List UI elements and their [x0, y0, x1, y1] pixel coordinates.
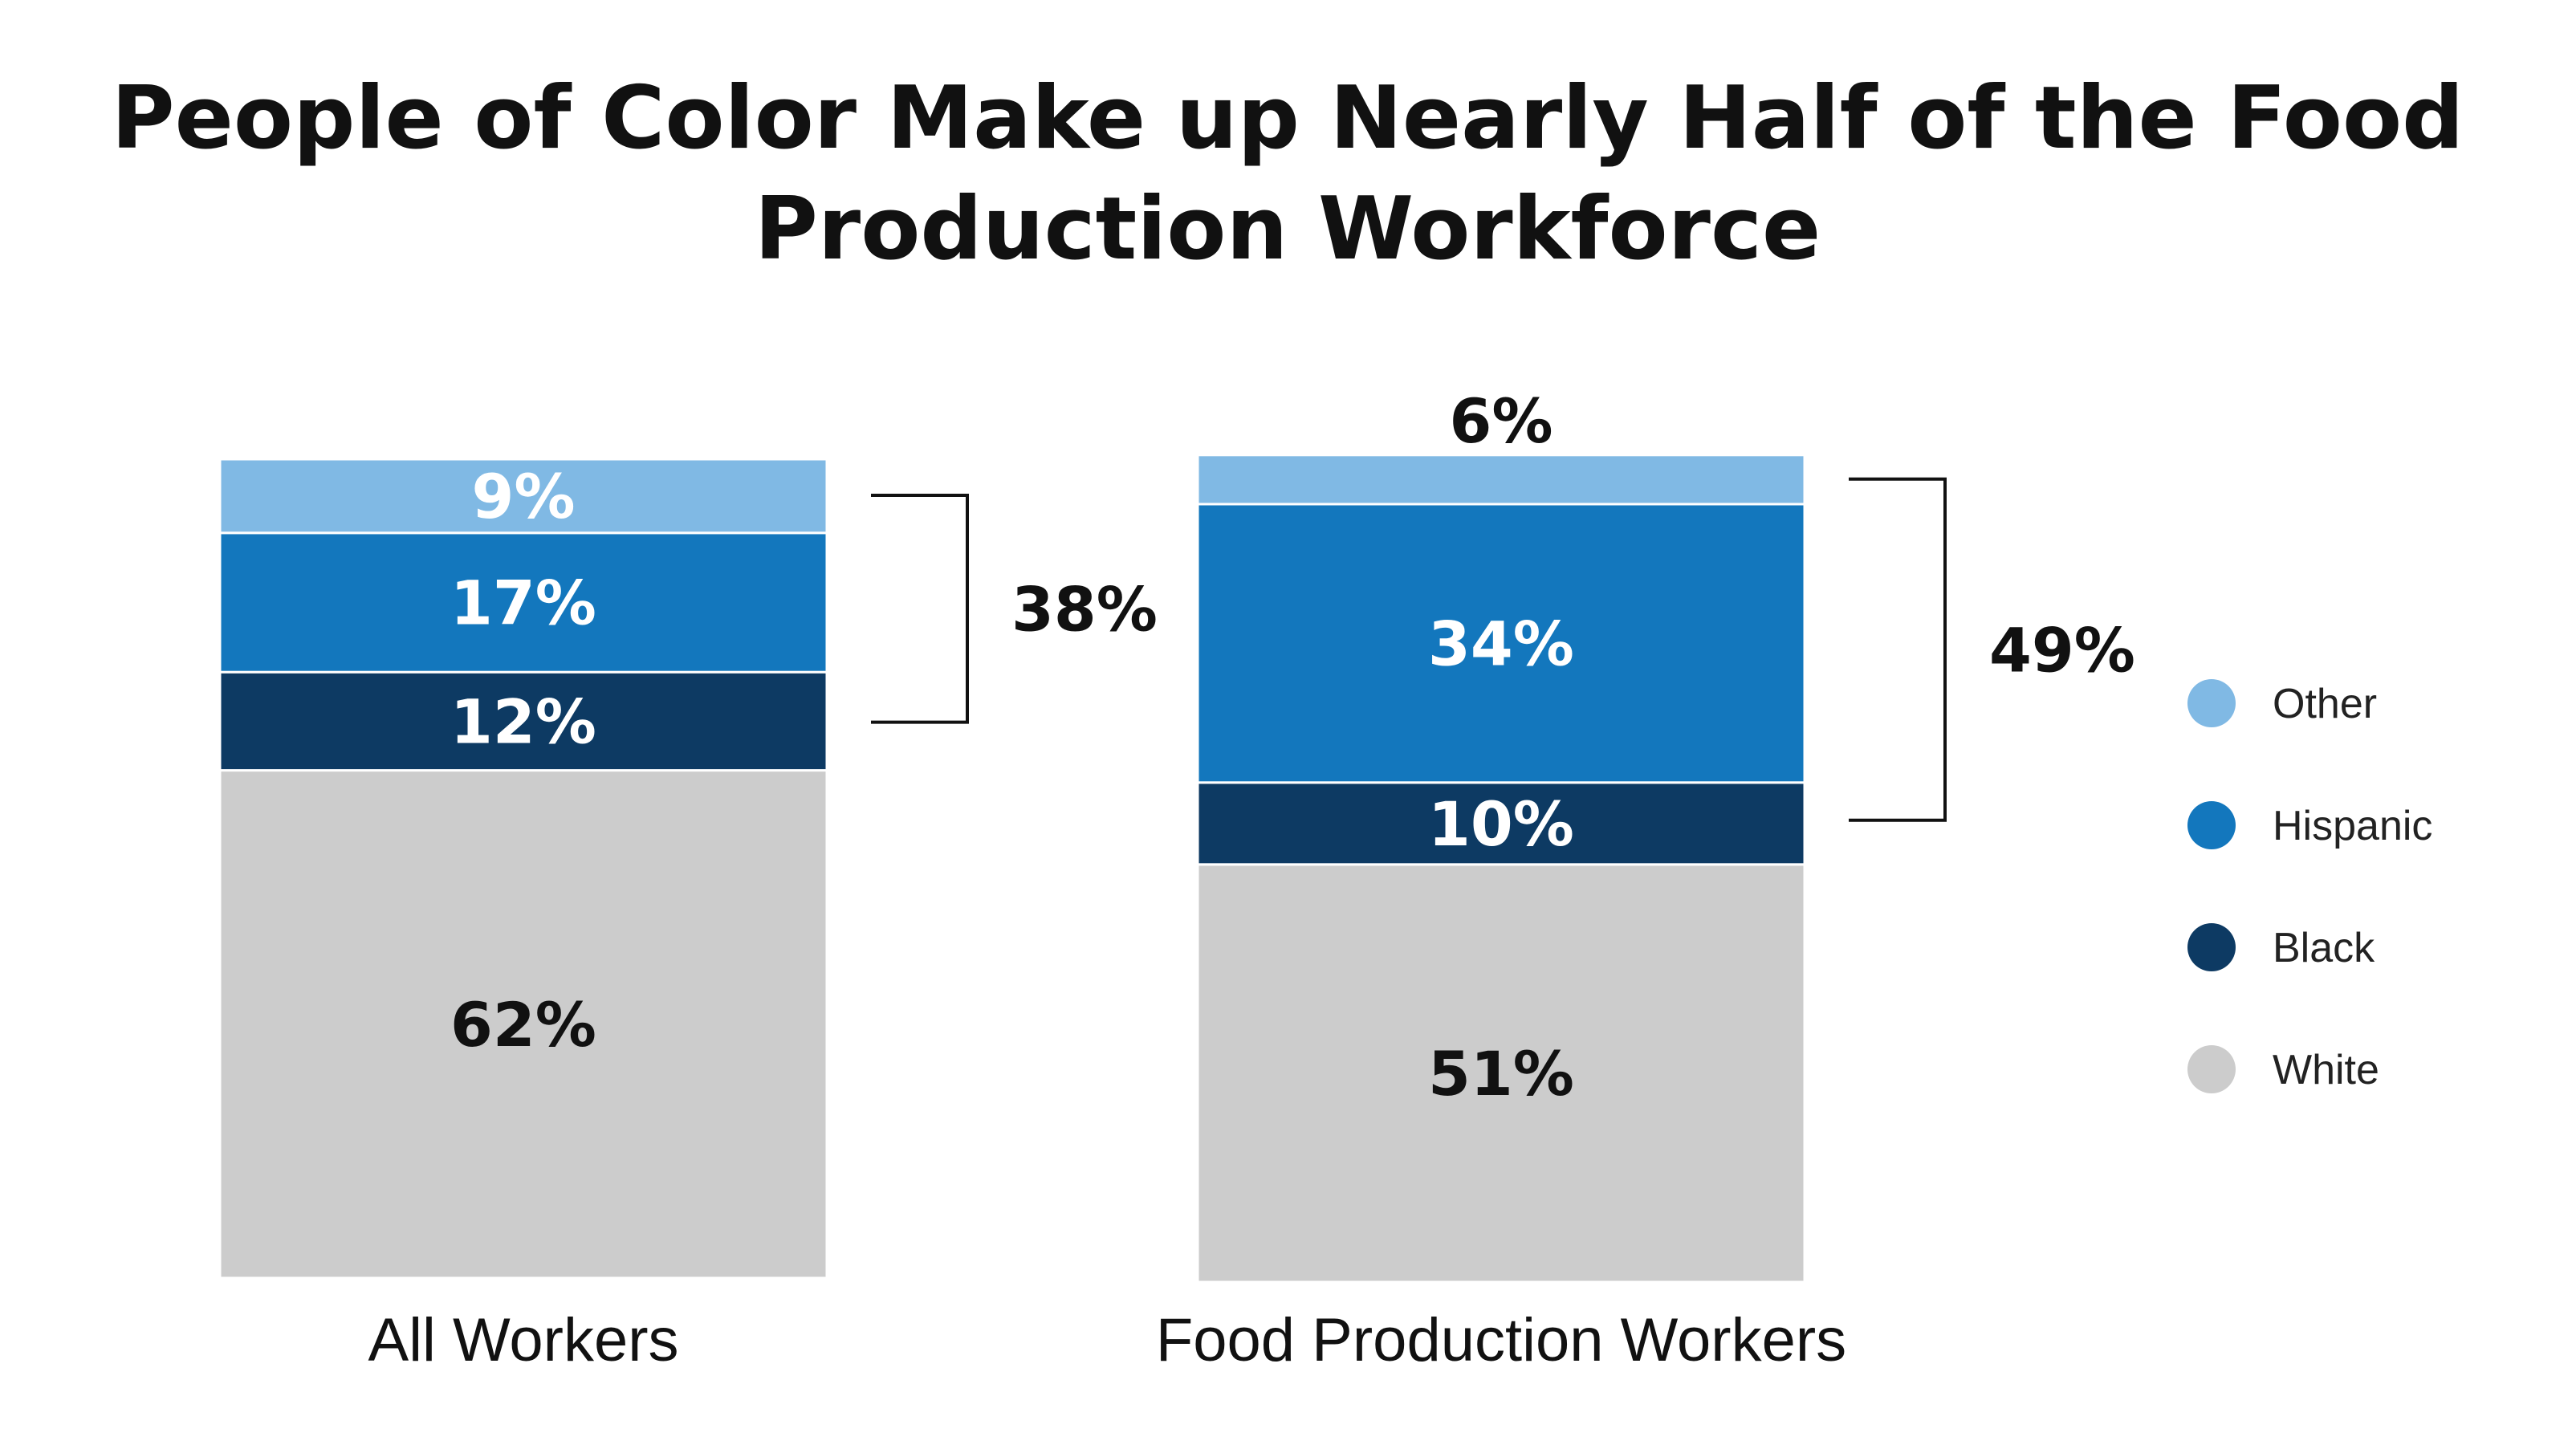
bracket-label-all-workers: 38% — [1011, 573, 1158, 645]
legend: Other Hispanic Black White — [2187, 679, 2432, 1093]
data-label-all-workers-hispanic: 17% — [450, 568, 596, 639]
bracket-label-food-production-workers: 49% — [1989, 614, 2135, 686]
legend-label-hispanic: Hispanic — [2273, 803, 2432, 849]
data-label-all-workers-black: 12% — [450, 686, 596, 757]
data-label-all-workers-white: 62% — [450, 989, 596, 1060]
legend-swatch-hispanic — [2187, 801, 2236, 849]
legend-swatch-other — [2187, 679, 2236, 727]
legend-swatch-black — [2187, 923, 2236, 971]
bracket-food-production-workers — [1849, 477, 1947, 822]
data-label-all-workers-other: 9% — [471, 461, 575, 532]
legend-label-white: White — [2273, 1047, 2379, 1093]
legend-label-other: Other — [2273, 681, 2377, 727]
category-label-food-production-workers: Food Production Workers — [1156, 1306, 1846, 1374]
bar-segment-food-production-workers-black — [1196, 781, 1806, 866]
bar-segment-food-production-workers-other — [1196, 454, 1806, 506]
data-label-food-production-workers-black: 10% — [1428, 788, 1574, 860]
legend-swatch-white — [2187, 1045, 2236, 1093]
bar-segment-all-workers-other — [218, 458, 828, 535]
brackets-group: 38% 49% — [871, 477, 2135, 822]
chart-title-line-1: People of Color Make up Nearly Half of t… — [112, 68, 2464, 169]
chart-title-line-2: Production Workforce — [755, 179, 1821, 279]
bracket-all-workers — [871, 494, 969, 724]
bar-segment-food-production-workers-hispanic — [1196, 503, 1806, 784]
data-label-food-production-workers-white: 51% — [1428, 1038, 1574, 1109]
data-label-food-production-workers-other: 6% — [1449, 385, 1553, 457]
data-label-food-production-workers-hispanic: 34% — [1428, 608, 1574, 679]
bar-segment-all-workers-black — [218, 670, 828, 772]
bar-segment-all-workers-white — [218, 769, 828, 1280]
category-label-all-workers: All Workers — [368, 1306, 678, 1374]
legend-label-black: Black — [2273, 925, 2375, 971]
bars-group: 62% 12% 17% 9% All Workers 51% 10% 34% 6% Food Pr… — [218, 385, 1846, 1374]
bar-segment-food-production-workers-white — [1196, 863, 1806, 1284]
